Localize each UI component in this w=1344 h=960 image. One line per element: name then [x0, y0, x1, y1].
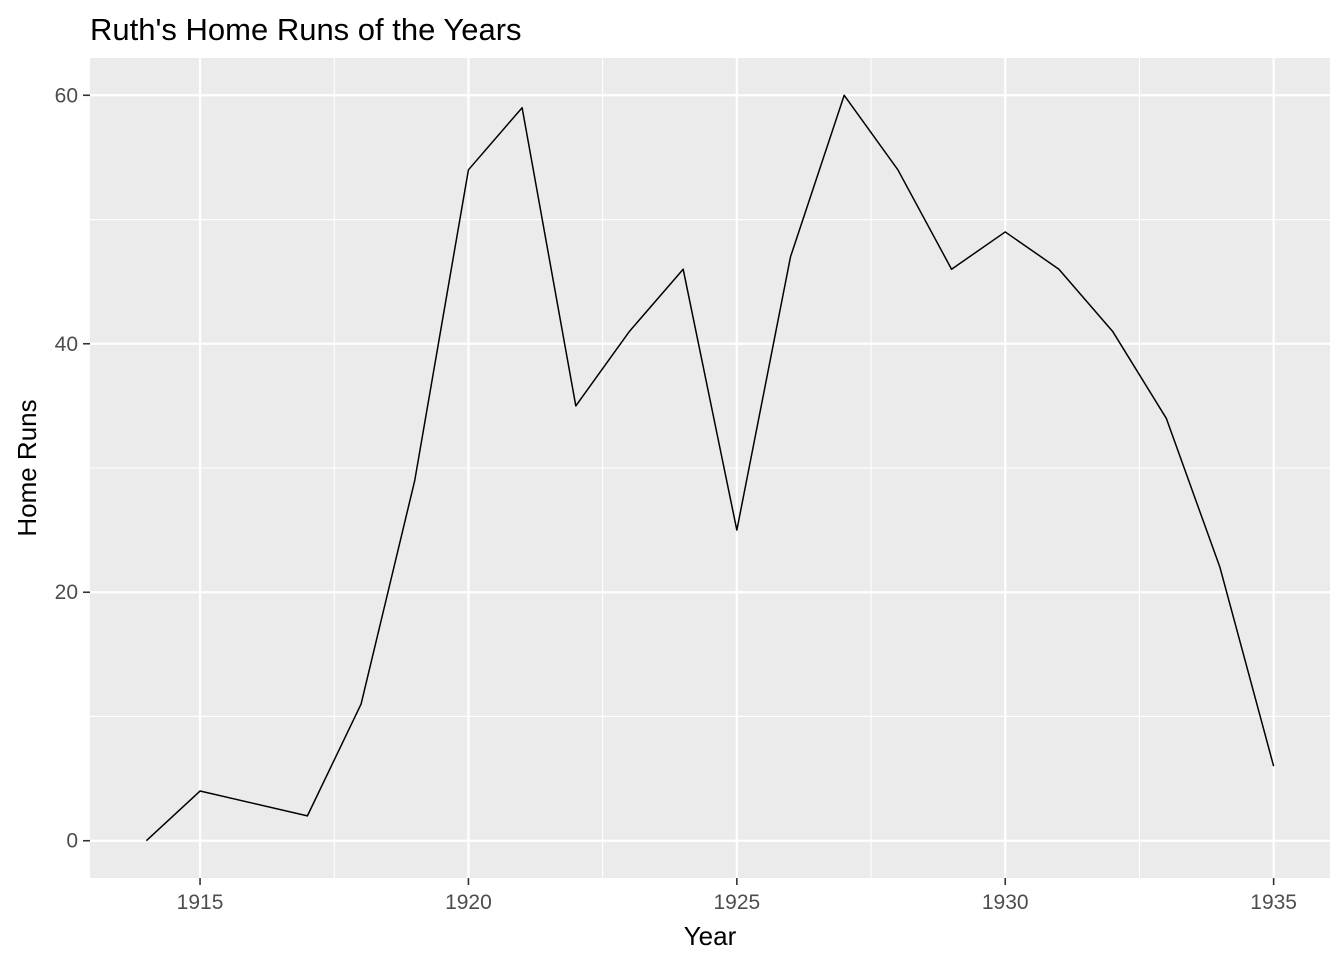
y-tick-label: 60: [55, 84, 78, 107]
chart-title: Ruth's Home Runs of the Years: [90, 12, 522, 47]
y-tick-label: 20: [55, 581, 78, 604]
major-gridlines: [90, 58, 1330, 878]
x-tick-label: 1915: [177, 891, 224, 914]
x-axis-title: Year: [684, 921, 737, 951]
x-tick-label: 1920: [445, 891, 492, 914]
series-line: [145, 94, 1275, 842]
y-axis-title: Home Runs: [12, 399, 42, 536]
x-tick-label: 1925: [713, 891, 760, 914]
series-layer: [145, 94, 1275, 842]
axis-ticks: [83, 94, 1275, 885]
minor-gridlines: [90, 58, 1330, 878]
y-tick-label: 40: [55, 333, 78, 356]
x-tick-label: 1935: [1250, 891, 1297, 914]
y-tick-label: 0: [66, 830, 78, 853]
x-tick-label: 1930: [982, 891, 1029, 914]
tick-labels: 1915 1920 1925 1930 1935 0 20 40 60: [55, 84, 1297, 914]
